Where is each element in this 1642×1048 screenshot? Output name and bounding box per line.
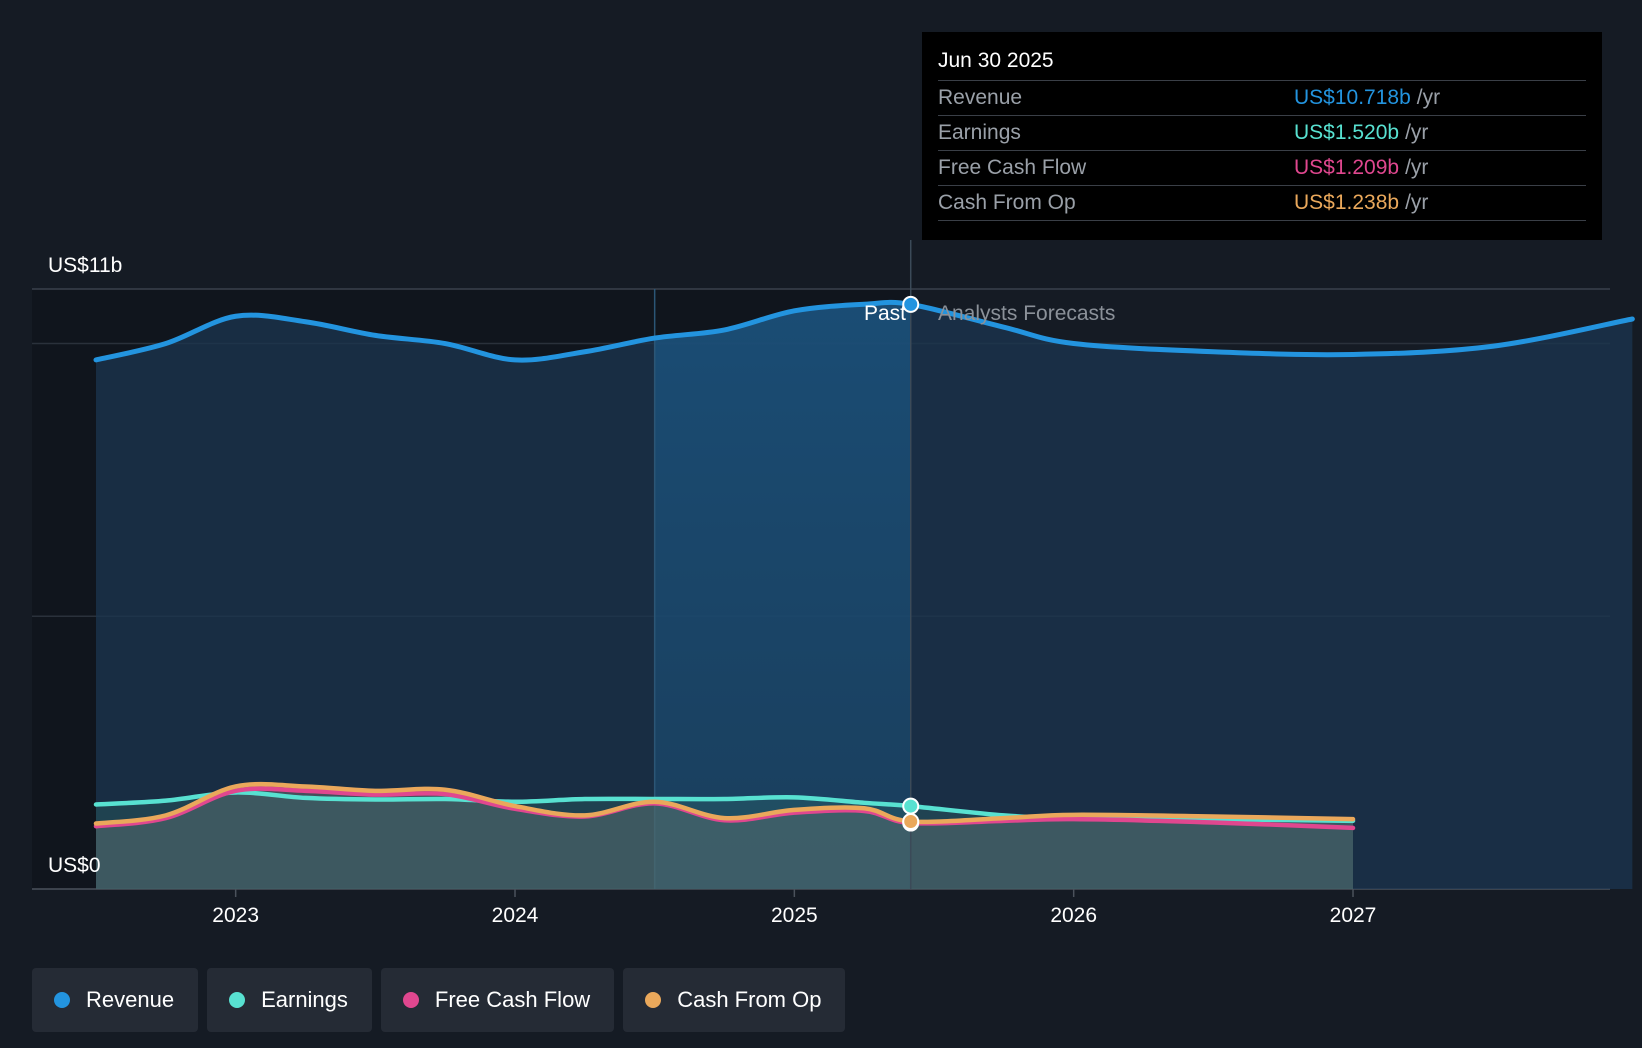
marker-cash-from-op: [902, 812, 920, 830]
legend-label: Free Cash Flow: [434, 987, 591, 1012]
legend-label: Earnings: [261, 987, 348, 1012]
cash-area: [96, 784, 1354, 889]
legend-item-earnings[interactable]: Earnings: [207, 968, 372, 1032]
marker-revenue: [902, 295, 920, 313]
legend-dot-icon: [402, 992, 419, 1008]
tooltip-label: Earnings: [938, 121, 1021, 144]
legend-dot-icon: [645, 992, 662, 1008]
tooltip-row-cash-from-op: Cash From Op US$1.238b /yr: [938, 185, 1586, 221]
tooltip: Jun 30 2025 Revenue US$10.718b /yr Earni…: [922, 32, 1602, 240]
legend-dot-icon: [229, 992, 246, 1008]
x-tick-label: 2024: [492, 904, 539, 927]
legend-item-cash-from-op[interactable]: Cash From Op: [623, 968, 846, 1032]
tooltip-value: US$1.238b: [1294, 191, 1400, 214]
tooltip-unit: /yr: [1405, 191, 1429, 214]
tooltip-label: Revenue: [938, 86, 1023, 109]
revenue-area-highlight: [654, 302, 911, 889]
legend: Revenue Earnings Free Cash Flow Cash Fro…: [32, 968, 846, 1032]
y-axis-bottom-label: US$0: [48, 854, 101, 877]
tooltip-unit: /yr: [1416, 86, 1441, 109]
x-tick-label: 2023: [212, 904, 259, 927]
series-line-cash-from-op: [93, 781, 1356, 826]
x-tick-label: 2026: [1050, 904, 1097, 927]
tooltip-row-earnings: Earnings US$1.520b /yr: [938, 115, 1586, 150]
legend-label: Cash From Op: [677, 987, 822, 1012]
legend-label: Revenue: [86, 987, 175, 1012]
past-label: Past: [864, 302, 906, 325]
tooltip-row-revenue: Revenue US$10.718b /yr: [938, 80, 1586, 115]
y-axis-top-label: US$11b: [48, 254, 122, 277]
tooltip-value: US$1.520b: [1294, 121, 1400, 144]
series-line-revenue: [93, 299, 1635, 363]
legend-dot-icon: [54, 992, 70, 1008]
tooltip-label: Cash From Op: [938, 191, 1076, 214]
x-tick-label: 2027: [1330, 904, 1377, 927]
legend-item-revenue[interactable]: Revenue: [32, 968, 199, 1032]
tooltip-row-free-cash-flow: Free Cash Flow US$1.209b /yr: [938, 150, 1586, 185]
tooltip-value: US$1.209b: [1294, 156, 1400, 179]
forecast-label: Analysts Forecasts: [938, 302, 1115, 325]
earnings-area: [96, 792, 1354, 889]
tooltip-unit: /yr: [1405, 121, 1429, 144]
tooltip-label: Free Cash Flow: [938, 156, 1087, 179]
legend-item-free-cash-flow[interactable]: Free Cash Flow: [380, 968, 615, 1032]
marker-earnings: [902, 797, 920, 815]
tooltip-value: US$10.718b: [1294, 86, 1411, 109]
x-tick-label: 2025: [771, 904, 818, 927]
tooltip-unit: /yr: [1405, 156, 1429, 179]
tooltip-date: Jun 30 2025: [938, 49, 1054, 72]
